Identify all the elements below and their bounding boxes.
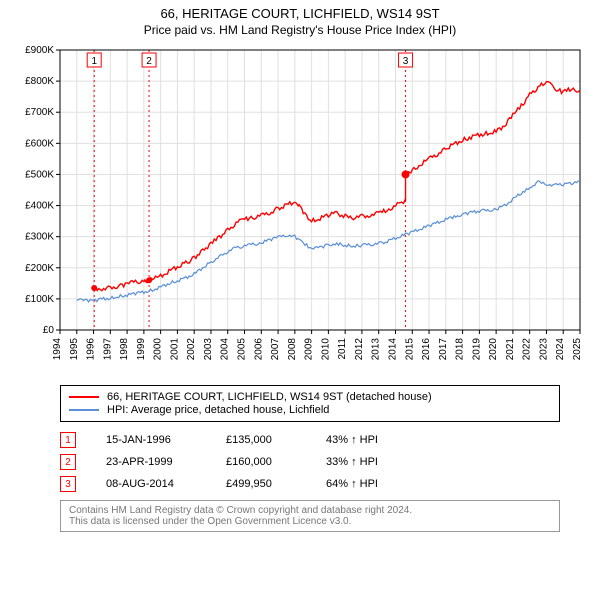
legend-label: 66, HERITAGE COURT, LICHFIELD, WS14 9ST … [107,391,432,403]
svg-text:1996: 1996 [86,338,97,361]
svg-text:£200K: £200K [25,263,54,274]
legend-swatch [69,396,99,398]
transaction-row: 2 23-APR-1999£160,00033% ↑ HPI [60,454,560,470]
svg-text:2023: 2023 [538,338,549,361]
svg-text:2009: 2009 [304,338,315,361]
transaction-date: 08-AUG-2014 [106,478,226,490]
svg-text:2017: 2017 [438,338,449,361]
line-chart: £0 £100K £200K £300K £400K £500K £600K £700K £80… [10,45,590,375]
svg-text:£700K: £700K [25,107,54,118]
svg-text:2003: 2003 [203,338,214,361]
svg-text:2016: 2016 [421,338,432,361]
svg-text:2020: 2020 [488,338,499,361]
svg-text:3: 3 [403,56,409,67]
transaction-date: 23-APR-1999 [106,456,226,468]
svg-text:2001: 2001 [169,338,180,361]
transaction-row: 3 08-AUG-2014£499,95064% ↑ HPI [60,476,560,492]
transactions-table: 1 15-JAN-1996£135,00043% ↑ HPI 2 23-APR-199… [60,432,560,492]
transaction-pct: 64% ↑ HPI [326,478,426,490]
transaction-price: £499,950 [226,478,326,490]
legend-box: 66, HERITAGE COURT, LICHFIELD, WS14 9ST … [60,385,560,422]
svg-text:£300K: £300K [25,232,54,243]
svg-text:1998: 1998 [119,338,130,361]
svg-text:1: 1 [91,56,97,67]
chart-titles: 66, HERITAGE COURT, LICHFIELD, WS14 9ST … [0,0,600,37]
svg-text:1994: 1994 [52,338,63,361]
svg-text:2019: 2019 [471,338,482,361]
footer-line1: Contains HM Land Registry data © Crown c… [69,505,551,516]
svg-text:2022: 2022 [522,338,533,361]
title-subtitle: Price paid vs. HM Land Registry's House … [0,23,600,37]
svg-text:£100K: £100K [25,294,54,305]
transaction-marker: 1 [60,432,76,448]
svg-text:2012: 2012 [354,338,365,361]
transaction-price: £160,000 [226,456,326,468]
svg-text:2013: 2013 [371,338,382,361]
svg-text:1997: 1997 [102,338,113,361]
legend-label: HPI: Average price, detached house, Lich… [107,404,329,416]
svg-text:2005: 2005 [237,338,248,361]
footer-line2: This data is licensed under the Open Gov… [69,516,551,527]
svg-text:2010: 2010 [320,338,331,361]
svg-text:£800K: £800K [25,76,54,87]
svg-text:£400K: £400K [25,201,54,212]
svg-text:1995: 1995 [69,338,80,361]
svg-text:2: 2 [146,56,152,67]
transaction-row: 1 15-JAN-1996£135,00043% ↑ HPI [60,432,560,448]
transaction-marker: 3 [60,476,76,492]
transaction-pct: 43% ↑ HPI [326,434,426,446]
svg-text:£0: £0 [43,325,55,336]
transaction-marker: 2 [60,454,76,470]
svg-text:2008: 2008 [287,338,298,361]
svg-text:2004: 2004 [220,338,231,361]
svg-text:£900K: £900K [25,45,54,56]
chart-area: £0 £100K £200K £300K £400K £500K £600K £700K £80… [10,45,590,375]
svg-text:2014: 2014 [387,338,398,361]
svg-text:2021: 2021 [505,338,516,361]
svg-text:2015: 2015 [404,338,415,361]
svg-text:2011: 2011 [337,338,348,360]
title-address: 66, HERITAGE COURT, LICHFIELD, WS14 9ST [0,6,600,21]
svg-text:1999: 1999 [136,338,147,361]
svg-text:£600K: £600K [25,138,54,149]
transaction-pct: 33% ↑ HPI [326,456,426,468]
transaction-date: 15-JAN-1996 [106,434,226,446]
svg-text:2006: 2006 [253,338,264,361]
legend-item: HPI: Average price, detached house, Lich… [69,404,551,416]
svg-text:£500K: £500K [25,169,54,180]
svg-text:2002: 2002 [186,338,197,361]
legend-item: 66, HERITAGE COURT, LICHFIELD, WS14 9ST … [69,391,551,403]
svg-text:2025: 2025 [572,338,583,361]
svg-text:2024: 2024 [555,338,566,361]
footer-attribution: Contains HM Land Registry data © Crown c… [60,500,560,532]
svg-text:2018: 2018 [455,338,466,361]
svg-text:2007: 2007 [270,338,281,361]
legend-swatch [69,409,99,411]
transaction-price: £135,000 [226,434,326,446]
svg-text:2000: 2000 [153,338,164,361]
